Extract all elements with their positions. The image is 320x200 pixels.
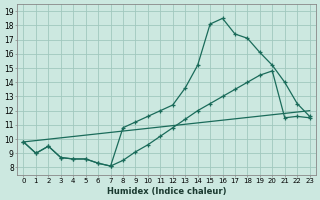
X-axis label: Humidex (Indice chaleur): Humidex (Indice chaleur) bbox=[107, 187, 226, 196]
